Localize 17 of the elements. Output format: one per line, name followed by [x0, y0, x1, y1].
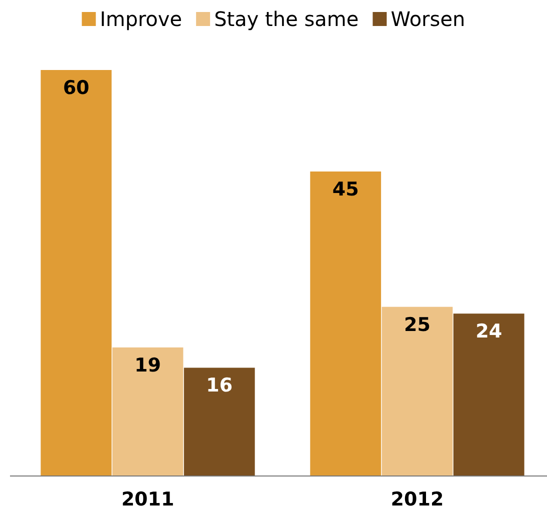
data-label: 60 [62, 77, 90, 99]
data-label: 19 [134, 354, 162, 376]
x-tick-label: 2011 [121, 488, 174, 511]
bar [310, 172, 382, 476]
data-label: 45 [332, 178, 359, 200]
bar [40, 70, 112, 476]
bar [382, 306, 453, 476]
legend-label: Worsen [390, 7, 466, 31]
bar [184, 368, 255, 476]
data-label: 25 [404, 314, 430, 336]
legend-label: Improve [100, 7, 182, 31]
data-label: 16 [206, 374, 233, 397]
bar [112, 347, 184, 476]
data-label: 24 [476, 320, 502, 343]
legend-label: Stay the same [214, 7, 359, 31]
bar [453, 314, 524, 476]
x-tick-label: 2012 [390, 488, 444, 511]
